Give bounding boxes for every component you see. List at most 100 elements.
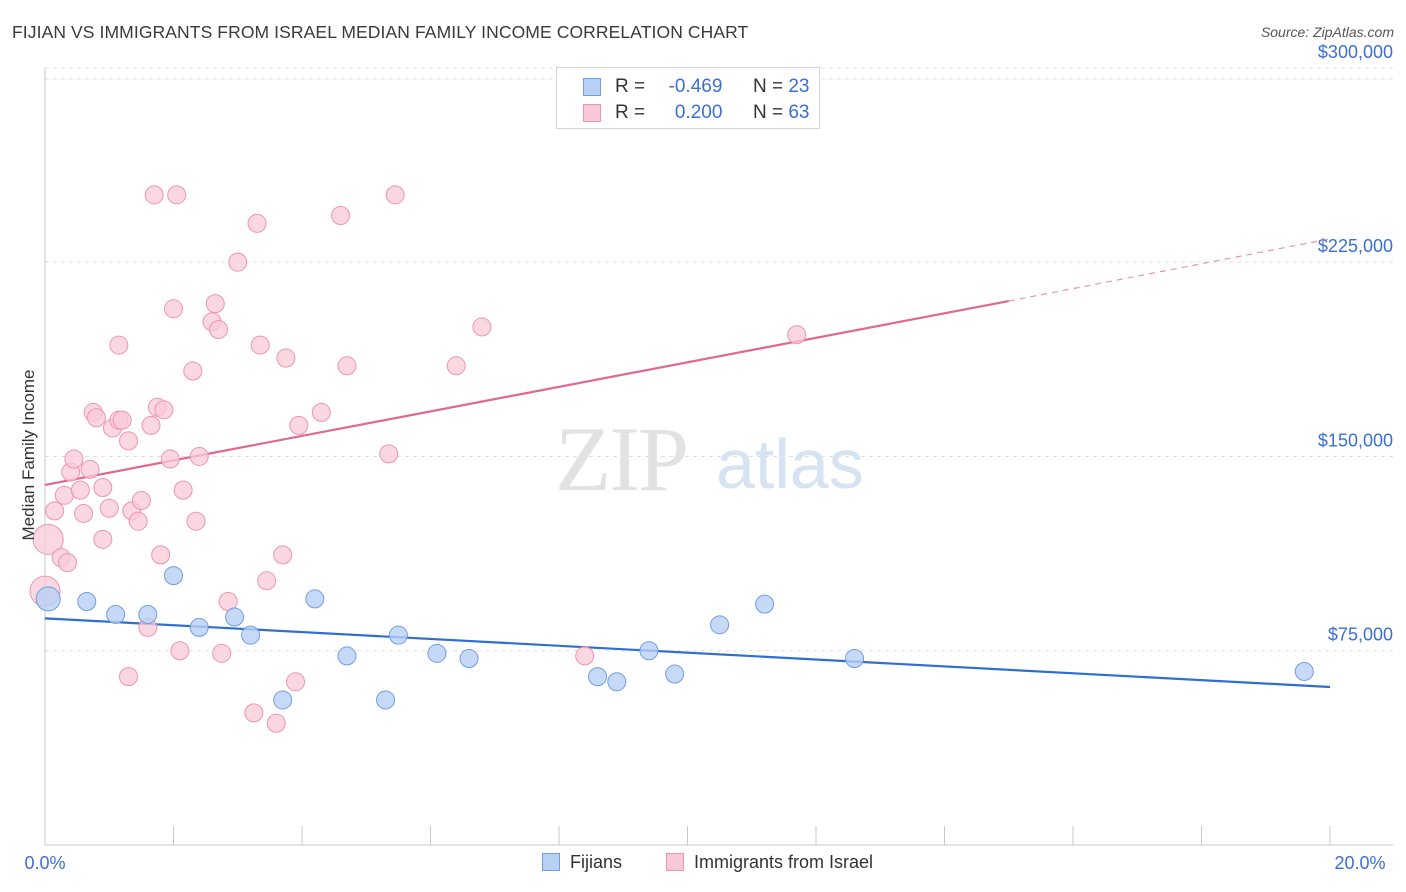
- legend-n-label: N =: [752, 102, 784, 123]
- israel-point: [250, 335, 270, 355]
- correlation-legend: R = -0.469 N = 23 R = 0.200 N = 63: [556, 67, 820, 129]
- israel-point: [99, 498, 119, 518]
- fijian-point: [388, 625, 408, 645]
- legend-n-label: N =: [752, 76, 784, 97]
- israel-point: [472, 317, 492, 337]
- watermark: ZIP atlas: [555, 408, 864, 510]
- israel-point: [57, 553, 77, 573]
- fijian-point: [189, 617, 209, 637]
- israel-legend-label: Immigrants from Israel: [694, 852, 874, 872]
- fijian-point: [710, 615, 730, 635]
- legend-n-value-israel: 63: [788, 102, 810, 123]
- israel-point: [183, 361, 203, 381]
- y-tick-label: $75,000: [1328, 625, 1393, 645]
- fijian-point: [77, 592, 97, 612]
- legend-r-value-israel: 0.200: [674, 102, 723, 123]
- israel-point: [70, 480, 90, 500]
- israel-point: [112, 410, 132, 430]
- israel-point: [575, 646, 595, 666]
- israel-trend-extension: [1008, 238, 1331, 302]
- israel-point: [276, 348, 296, 368]
- fijian-point: [665, 664, 685, 684]
- bottom-legend-fijians: Fijians: [542, 852, 622, 873]
- israel-point: [45, 501, 65, 521]
- fijians-legend-label: Fijians: [570, 852, 623, 872]
- israel-point: [74, 503, 94, 523]
- israel-point: [289, 415, 309, 435]
- israel-point: [186, 511, 206, 531]
- israel-point: [170, 641, 190, 661]
- x-tick-label-max: 20.0%: [1334, 853, 1385, 873]
- points-layer: [29, 185, 1314, 733]
- fijian-point: [273, 690, 293, 710]
- israel-point: [32, 523, 64, 555]
- fijian-point: [241, 625, 261, 645]
- fijians-legend-swatch: [542, 853, 560, 871]
- chart-title: FIJIAN VS IMMIGRANTS FROM ISRAEL MEDIAN …: [12, 22, 749, 42]
- israel-point: [189, 446, 209, 466]
- y-tick-label: $150,000: [1318, 430, 1393, 450]
- fijian-point: [35, 586, 61, 612]
- fijian-point: [755, 594, 775, 614]
- israel-point: [273, 545, 293, 565]
- y-tick-label: $225,000: [1318, 236, 1393, 256]
- fijian-point: [164, 566, 183, 586]
- israel-point: [64, 449, 84, 469]
- israel-point: [205, 294, 225, 314]
- israel-point: [54, 485, 74, 505]
- israel-point: [167, 185, 187, 205]
- y-tick-label: $300,000: [1318, 42, 1393, 62]
- israel-point: [266, 713, 286, 733]
- israel-point: [331, 206, 351, 226]
- israel-point: [128, 511, 148, 531]
- israel-point: [385, 185, 405, 205]
- israel-point: [109, 335, 129, 355]
- fijian-point: [459, 648, 479, 668]
- grid-layer: [45, 67, 1393, 652]
- israel-point: [212, 643, 232, 663]
- fijian-point: [337, 646, 357, 666]
- y-axis-label: Median Family Income: [19, 369, 38, 540]
- watermark-zip: ZIP: [555, 408, 687, 510]
- israel-point: [160, 449, 180, 469]
- israel-point: [144, 185, 164, 205]
- israel-point: [119, 667, 139, 687]
- fijian-point: [1294, 661, 1314, 681]
- fijian-point: [588, 667, 608, 687]
- israel-point: [141, 415, 161, 435]
- israel-point: [86, 408, 106, 428]
- israel-point: [228, 252, 248, 272]
- israel-point: [379, 444, 399, 464]
- fijian-point: [225, 607, 245, 627]
- israel-point: [93, 529, 113, 549]
- israel-point: [311, 402, 331, 422]
- israel-point: [286, 672, 306, 692]
- fijian-point: [607, 672, 627, 692]
- israel-trend-line: [44, 299, 1009, 487]
- israel-point: [119, 431, 139, 451]
- source-label: Source: ZipAtlas.com: [1260, 24, 1394, 40]
- israel-point: [247, 213, 267, 233]
- israel-point: [80, 459, 100, 479]
- israel-point: [93, 478, 113, 498]
- israel-point: [257, 571, 277, 591]
- israel-point: [244, 703, 264, 723]
- fijian-point: [639, 641, 659, 661]
- israel-point: [208, 320, 228, 340]
- fijians-swatch: [583, 78, 601, 96]
- axis-layer: $75,000 $150,000 $225,000 $300,000 0.0% 20.0%: [24, 42, 1393, 873]
- fijian-point: [376, 690, 396, 710]
- watermark-atlas: atlas: [716, 425, 864, 503]
- legend-n-value-fijians: 23: [788, 76, 810, 97]
- israel-point: [154, 400, 174, 420]
- legend-r-label: R =: [615, 76, 646, 97]
- legend-r-label: R =: [615, 102, 646, 123]
- israel-point: [173, 480, 193, 500]
- israel-point: [131, 490, 151, 510]
- israel-point: [151, 545, 171, 565]
- israel-point: [787, 325, 807, 345]
- fijian-point: [305, 589, 325, 609]
- fijian-point: [106, 604, 126, 624]
- bottom-legend-israel: Immigrants from Israel: [666, 852, 873, 873]
- fijians-trend-line: [44, 617, 1331, 689]
